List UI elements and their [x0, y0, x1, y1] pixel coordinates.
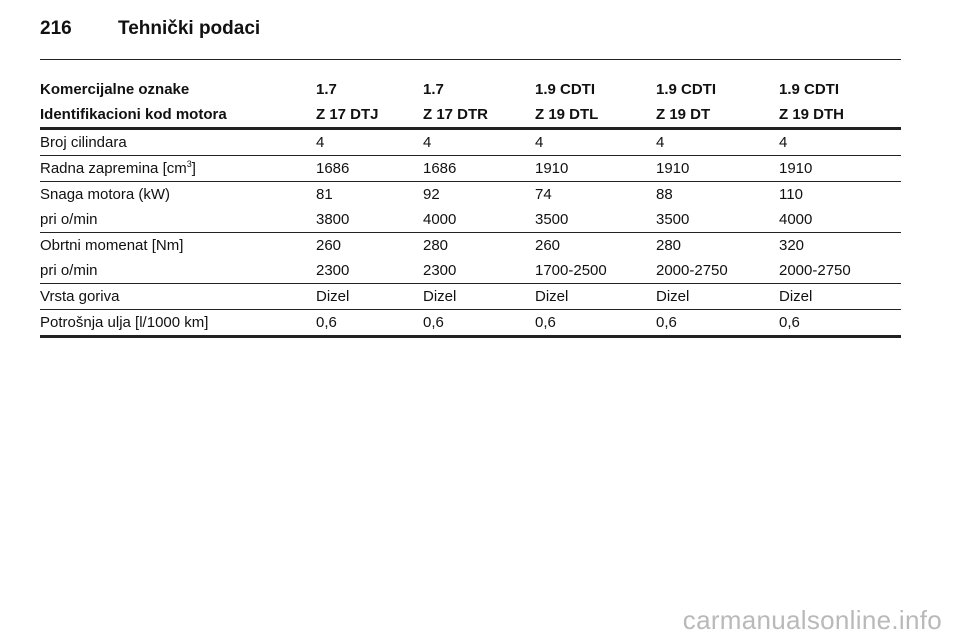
- header-cell: 1.9 CDTI: [656, 81, 717, 98]
- table-cell: 4: [656, 128, 779, 156]
- header-cell: 1.7: [423, 81, 444, 98]
- table-cell: 3800: [316, 207, 423, 233]
- table-cell: 92: [423, 186, 440, 203]
- table-cell: 1686: [316, 155, 423, 182]
- table-cell: 320: [779, 237, 805, 254]
- table-cell: 2000-2750: [779, 258, 901, 284]
- table-cell: 0,6: [656, 309, 779, 338]
- table-cell: 0,6: [316, 309, 423, 338]
- table-cell: 74: [535, 186, 552, 203]
- row-label: Potrošnja ulja [l/1000 km]: [40, 309, 316, 338]
- row-label: Obrtni momenat [Nm]: [40, 237, 184, 254]
- header-cell: Komercijalne oznake: [40, 81, 190, 98]
- row-label-text: Radna zapremina [cm: [40, 160, 187, 177]
- table-row: pri o/min 3800 4000 3500 3500 4000: [40, 207, 901, 233]
- table-row: Snaga motora (kW) 81 92 74 88 110: [40, 182, 901, 208]
- table-row: Obrtni momenat [Nm] 260 280 260 280 320: [40, 233, 901, 259]
- page-header: 216 Tehnički podaci: [40, 18, 260, 40]
- table-cell: 1910: [779, 155, 901, 182]
- watermark-text: carmanualsonline.info: [682, 605, 942, 635]
- table-cell: 280: [423, 237, 449, 254]
- table-cell: 3500: [656, 207, 779, 233]
- table-header-row-commercial: Komercijalne oznake 1.7 1.7 1.9 CDTI 1.9…: [40, 77, 901, 102]
- table-row: Broj cilindara 4 4 4 4 4: [40, 128, 901, 156]
- table-cell: 1686: [423, 155, 535, 182]
- table-cell: 81: [316, 186, 333, 203]
- table-cell: Dizel: [656, 283, 779, 310]
- table-cell: 2000-2750: [656, 258, 779, 284]
- header-divider: [40, 59, 901, 60]
- table-cell: 2300: [316, 258, 423, 284]
- row-label: Broj cilindara: [40, 128, 316, 156]
- table-cell: 260: [316, 237, 342, 254]
- table-cell: Dizel: [535, 283, 656, 310]
- unit-bracket: ]: [191, 160, 196, 177]
- table-cell: Dizel: [423, 283, 535, 310]
- table-cell: 4000: [779, 207, 901, 233]
- header-cell: Z 19 DT: [656, 102, 779, 130]
- header-cell: 1.7: [316, 81, 337, 98]
- table-cell: 88: [656, 186, 673, 203]
- header-cell: Identifikacioni kod motora: [40, 102, 316, 130]
- table-cell: Dizel: [779, 283, 901, 310]
- table-cell: 4: [316, 128, 423, 156]
- table-cell: 1700-2500: [535, 258, 656, 284]
- header-cell: Z 19 DTH: [779, 102, 901, 130]
- header-cell: Z 19 DTL: [535, 102, 656, 130]
- table-cell: 1910: [656, 155, 779, 182]
- table-header-row-engine-code: Identifikacioni kod motora Z 17 DTJ Z 17…: [40, 102, 901, 130]
- table-cell: 4: [535, 128, 656, 156]
- table-cell: 3500: [535, 207, 656, 233]
- table-cell: Dizel: [316, 283, 423, 310]
- table-row: Radna zapremina [cm3] 1686 1686 1910 191…: [40, 155, 901, 182]
- page-number: 216: [40, 18, 72, 39]
- page-title: Tehnički podaci: [118, 18, 261, 39]
- row-label: Snaga motora (kW): [40, 186, 171, 203]
- table-cell: 0,6: [779, 309, 901, 338]
- header-cell: Z 17 DTJ: [316, 102, 423, 130]
- row-label: Vrsta goriva: [40, 283, 316, 310]
- table-row: pri o/min 2300 2300 1700-2500 2000-2750 …: [40, 258, 901, 284]
- table-cell: 4: [779, 128, 901, 156]
- table-cell: 4: [423, 128, 535, 156]
- header-cell: 1.9 CDTI: [779, 81, 840, 98]
- table-cell: 110: [779, 186, 803, 203]
- row-label: pri o/min: [40, 258, 316, 284]
- row-label: pri o/min: [40, 207, 316, 233]
- unit-superscript: 3: [186, 159, 192, 169]
- table-row: Potrošnja ulja [l/1000 km] 0,6 0,6 0,6 0…: [40, 309, 901, 338]
- table-cell: 2300: [423, 258, 535, 284]
- row-label: Radna zapremina [cm3]: [40, 155, 316, 182]
- table-cell: 0,6: [535, 309, 656, 338]
- header-cell: 1.9 CDTI: [535, 81, 596, 98]
- table-cell: 0,6: [423, 309, 535, 338]
- table-cell: 280: [656, 237, 682, 254]
- table-cell: 4000: [423, 207, 535, 233]
- table-row: Vrsta goriva Dizel Dizel Dizel Dizel Diz…: [40, 283, 901, 310]
- engine-spec-table: Komercijalne oznake 1.7 1.7 1.9 CDTI 1.9…: [40, 77, 901, 338]
- header-cell: Z 17 DTR: [423, 102, 535, 130]
- table-cell: 1910: [535, 155, 656, 182]
- table-cell: 260: [535, 237, 561, 254]
